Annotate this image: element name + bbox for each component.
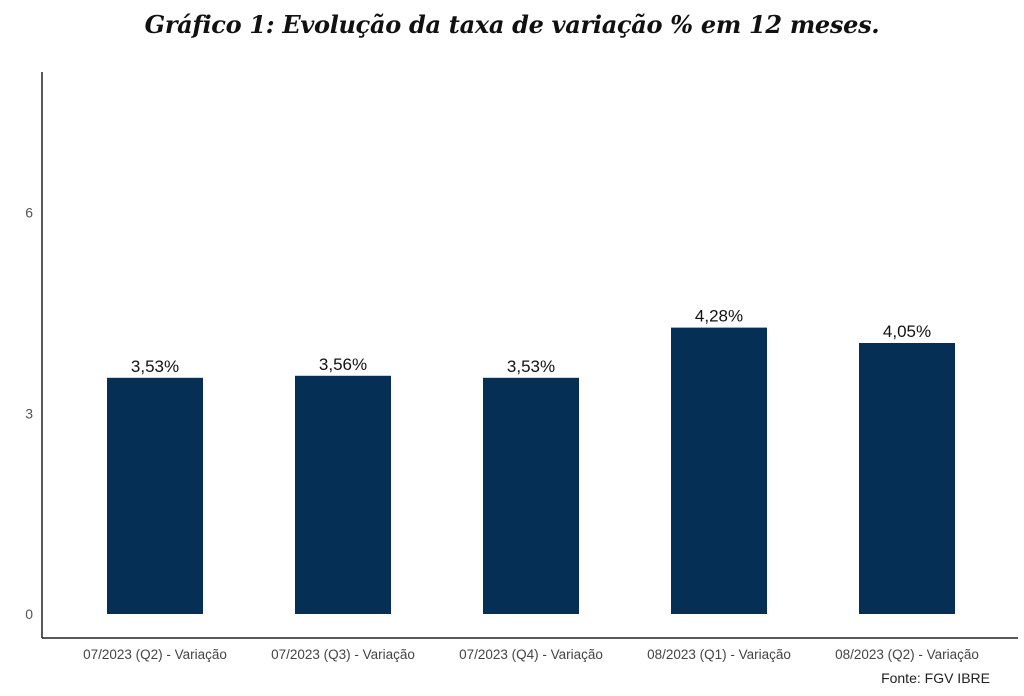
bar <box>671 327 767 614</box>
y-tick-label: 3 <box>25 405 33 421</box>
data-label: 3,53% <box>131 357 179 376</box>
bar <box>483 377 579 614</box>
bar <box>859 343 955 614</box>
x-tick-label: 07/2023 (Q2) - Variação <box>83 647 227 662</box>
chart-title: Gráfico 1: Evolução da taxa de variação … <box>144 10 880 39</box>
y-tick-label: 0 <box>25 606 33 622</box>
data-label: 4,28% <box>695 307 743 326</box>
data-label: 4,05% <box>883 322 931 341</box>
x-tick-label: 08/2023 (Q1) - Variação <box>647 647 791 662</box>
bar <box>107 377 203 614</box>
data-label: 3,53% <box>507 357 555 376</box>
source-note: Fonte: FGV IBRE <box>881 670 990 686</box>
data-label: 3,56% <box>319 355 367 374</box>
bar <box>295 375 391 614</box>
y-tick-label: 6 <box>25 205 33 221</box>
x-tick-label: 07/2023 (Q3) - Variação <box>271 647 415 662</box>
x-tick-label: 07/2023 (Q4) - Variação <box>459 647 603 662</box>
x-tick-label: 08/2023 (Q2) - Variação <box>835 647 979 662</box>
